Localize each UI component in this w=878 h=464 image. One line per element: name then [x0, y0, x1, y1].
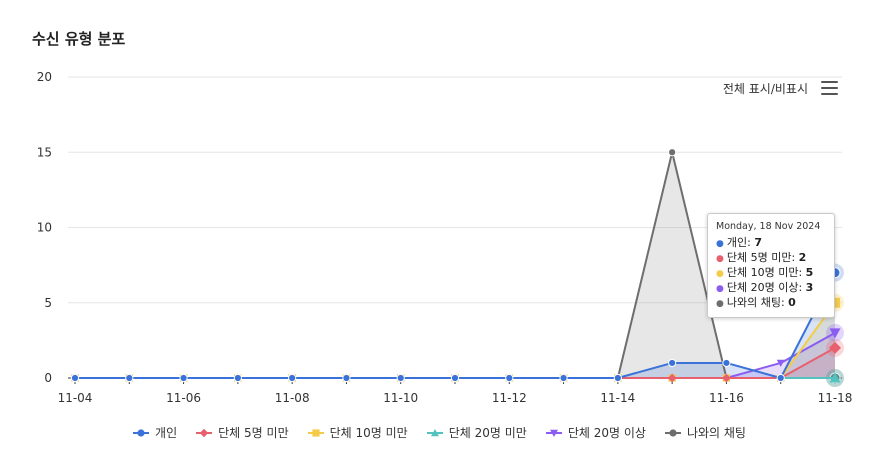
tooltip-date: Monday, 18 Nov 2024	[716, 221, 821, 232]
x-tick-label: 11-04	[58, 391, 93, 405]
chart-menu-button[interactable]	[821, 81, 838, 95]
chart-title: 수신 유형 분포	[32, 30, 126, 48]
tooltip-row-label: 단체 5명 미만:	[726, 251, 799, 264]
x-tick-label: 11-12	[492, 391, 527, 405]
chart-legend: 개인 단체 5명 미만 단체 10명 미만 단체 20명 미만 단체 20명 이상 나와의…	[0, 424, 878, 441]
data-point	[505, 373, 514, 383]
data-point	[613, 373, 622, 383]
tooltip-bullet-icon: ●	[716, 284, 724, 294]
legend-marker-icon	[307, 428, 324, 437]
tooltip-bullet-icon: ●	[716, 299, 724, 309]
tooltip-bullet-icon: ●	[716, 254, 724, 264]
data-point	[70, 373, 80, 383]
x-tick-label: 11-10	[383, 391, 418, 405]
menu-icon-bar	[821, 81, 838, 83]
data-point	[233, 373, 242, 383]
toggle-all-series-button[interactable]: 전체 표시/비표시	[722, 82, 808, 96]
data-point	[776, 359, 785, 367]
x-tick-label: 11-08	[275, 391, 310, 405]
legend-item[interactable]: 나와의 채팅	[664, 424, 746, 441]
tooltip-row-label: 단체 10명 미만:	[726, 266, 806, 279]
y-tick-label: 10	[37, 221, 52, 235]
legend-label: 나와의 채팅	[686, 426, 746, 440]
data-point	[396, 373, 405, 383]
data-point	[829, 328, 841, 339]
legend-item[interactable]: 개인	[132, 424, 177, 441]
tooltip-row-label: 나와의 채팅:	[726, 296, 789, 309]
data-point	[829, 341, 841, 354]
tooltip-row-label: 단체 20명 이상:	[726, 281, 806, 294]
legend-label: 단체 5명 미만	[218, 426, 289, 440]
series-area	[75, 152, 835, 378]
y-tick-label: 20	[37, 70, 52, 84]
legend-label: 단체 20명 이상	[567, 426, 646, 440]
tooltip-row: ● 단체 10명 미만: 5	[716, 266, 826, 281]
data-point	[288, 373, 297, 383]
data-point	[722, 373, 731, 383]
menu-icon-bar	[821, 87, 838, 89]
legend-marker-icon	[426, 428, 443, 436]
data-point	[776, 373, 785, 383]
legend-label: 단체 20명 미만	[448, 426, 527, 440]
tooltip-row: ● 단체 20명 이상: 3	[716, 281, 826, 296]
legend-label: 개인	[155, 426, 178, 440]
legend-item[interactable]: 단체 5명 미만	[195, 424, 289, 441]
data-point	[450, 373, 460, 383]
legend-label: 단체 10명 미만	[329, 426, 408, 440]
tooltip-row-value: 0	[788, 296, 796, 309]
chart-tooltip: Monday, 18 Nov 2024 ● 개인: 7 ● 단체 5명 미만: 2 ● 단…	[707, 213, 835, 318]
x-tick-label: 11-16	[709, 391, 744, 405]
data-point	[667, 373, 677, 383]
tooltip-row-value: 2	[798, 251, 807, 264]
data-point	[668, 148, 677, 157]
tooltip-row-value: 3	[805, 281, 814, 294]
y-tick-label: 15	[37, 145, 52, 159]
data-point	[830, 297, 840, 308]
legend-marker-icon	[545, 429, 562, 437]
legend-marker-icon	[133, 428, 150, 437]
tooltip-row-value: 5	[805, 266, 814, 279]
tooltip-row: ● 개인: 7	[716, 236, 826, 251]
tooltip-row-value: 7	[754, 236, 762, 249]
tooltip-row: ● 단체 5명 미만: 2	[716, 251, 826, 266]
data-point	[125, 373, 134, 383]
legend-marker-icon	[664, 428, 681, 437]
legend-item[interactable]: 단체 20명 미만	[426, 424, 527, 441]
legend-item[interactable]: 단체 20명 이상	[545, 424, 646, 441]
y-tick-label: 5	[44, 296, 52, 310]
data-point	[179, 373, 188, 383]
data-point	[559, 373, 568, 383]
series-area	[75, 332, 835, 378]
data-point	[722, 358, 731, 368]
menu-icon-bar	[821, 93, 838, 95]
y-tick-label: 0	[44, 371, 52, 385]
tooltip-row-label: 개인:	[726, 236, 755, 249]
data-point	[829, 372, 841, 383]
data-point	[342, 373, 351, 383]
tooltip-bullet-icon: ●	[716, 269, 724, 279]
x-tick-label: 11-14	[600, 391, 635, 405]
x-tick-label: 11-18	[818, 391, 853, 405]
x-tick-label: 11-06	[166, 391, 201, 405]
tooltip-bullet-icon: ●	[716, 239, 724, 249]
legend-marker-icon	[196, 428, 213, 437]
legend-item[interactable]: 단체 10명 미만	[307, 424, 408, 441]
tooltip-row: ● 나와의 채팅: 0	[716, 296, 826, 311]
data-point	[668, 358, 677, 368]
